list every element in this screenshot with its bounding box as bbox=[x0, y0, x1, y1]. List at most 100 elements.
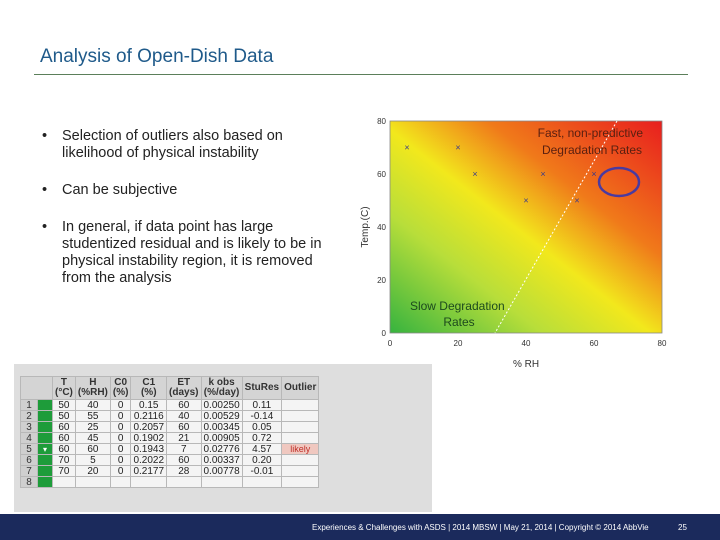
column-header[interactable]: Outlier bbox=[281, 376, 320, 400]
table-cell[interactable]: 40 bbox=[166, 410, 202, 422]
table-cell[interactable]: 7 bbox=[166, 443, 202, 455]
table-cell[interactable]: -0.01 bbox=[241, 465, 283, 477]
degradation-scatter-chart: 0 20 40 60 80 0 20 40 60 80 × × × × × × × Fast, non-pr… bbox=[360, 117, 667, 370]
table-cell[interactable]: 45 bbox=[74, 432, 111, 444]
table-cell[interactable]: 60 bbox=[52, 432, 76, 444]
table-cell[interactable]: 60 bbox=[52, 443, 76, 455]
row-number[interactable]: 2 bbox=[20, 410, 38, 422]
row-number[interactable]: 8 bbox=[20, 476, 38, 488]
table-cell[interactable] bbox=[281, 399, 320, 411]
column-header[interactable]: C0 (%) bbox=[109, 376, 132, 400]
table-cell[interactable] bbox=[281, 410, 320, 422]
table-cell[interactable] bbox=[281, 465, 320, 477]
table-cell[interactable]: 40 bbox=[74, 399, 111, 411]
column-header[interactable]: ET (days) bbox=[166, 376, 202, 400]
table-cell[interactable] bbox=[281, 476, 320, 488]
table-row[interactable]: 4 60 45 0 0.1902 21 0.00905 0.72 bbox=[20, 432, 320, 444]
table-cell[interactable]: 0.00250 bbox=[200, 399, 243, 411]
table-cell[interactable]: 5 bbox=[74, 454, 111, 466]
table-cell[interactable]: 0 bbox=[109, 399, 132, 411]
table-cell[interactable] bbox=[130, 476, 168, 488]
table-cell[interactable]: 0.00529 bbox=[200, 410, 243, 422]
table-cell[interactable] bbox=[281, 421, 320, 433]
table-row[interactable]: 7 70 20 0 0.2177 28 0.00778 -0.01 bbox=[20, 465, 320, 477]
table-cell[interactable]: 0 bbox=[109, 432, 132, 444]
table-row[interactable]: 8 bbox=[20, 476, 320, 488]
table-cell[interactable] bbox=[241, 476, 283, 488]
row-selection-marker[interactable] bbox=[37, 454, 53, 466]
table-cell[interactable]: 0.2177 bbox=[130, 465, 168, 477]
table-cell[interactable]: 0.72 bbox=[241, 432, 283, 444]
table-cell[interactable]: 25 bbox=[74, 421, 111, 433]
table-row[interactable]: 5 ▾ 60 60 0 0.1943 7 0.02776 4.57 likely bbox=[20, 443, 320, 455]
table-cell[interactable]: 0.1943 bbox=[130, 443, 168, 455]
table-cell[interactable]: 0 bbox=[109, 443, 132, 455]
table-cell[interactable]: 0.2057 bbox=[130, 421, 168, 433]
row-number[interactable]: 7 bbox=[20, 465, 38, 477]
table-cell[interactable]: 4.57 bbox=[241, 443, 283, 455]
row-dropdown-icon[interactable]: ▾ bbox=[37, 443, 53, 455]
table-cell[interactable]: likely bbox=[281, 443, 320, 455]
row-number[interactable]: 1 bbox=[20, 399, 38, 411]
table-cell[interactable]: 0.15 bbox=[130, 399, 168, 411]
column-header[interactable]: H (%RH) bbox=[74, 376, 111, 400]
column-header[interactable]: T (°C) bbox=[52, 376, 76, 400]
table-row[interactable]: 1 50 40 0 0.15 60 0.00250 0.11 bbox=[20, 399, 320, 411]
bullet-item: • Can be subjective bbox=[40, 182, 340, 199]
table-cell[interactable] bbox=[109, 476, 132, 488]
table-row[interactable]: 3 60 25 0 0.2057 60 0.00345 0.05 bbox=[20, 421, 320, 433]
table-cell[interactable]: 60 bbox=[166, 454, 202, 466]
table-cell[interactable]: 50 bbox=[52, 399, 76, 411]
row-selection-marker[interactable] bbox=[37, 421, 53, 433]
table-cell[interactable]: 0.05 bbox=[241, 421, 283, 433]
table-cell[interactable]: 60 bbox=[74, 443, 111, 455]
row-number[interactable]: 5 bbox=[20, 443, 38, 455]
row-selection-marker[interactable] bbox=[37, 465, 53, 477]
table-cell[interactable]: 0.00778 bbox=[200, 465, 243, 477]
table-cell[interactable] bbox=[281, 454, 320, 466]
table-cell[interactable]: -0.14 bbox=[241, 410, 283, 422]
table-cell[interactable]: 0.11 bbox=[241, 399, 283, 411]
table-cell[interactable]: 55 bbox=[74, 410, 111, 422]
table-cell[interactable]: 0.00905 bbox=[200, 432, 243, 444]
slide-title: Analysis of Open-Dish Data bbox=[40, 46, 274, 67]
table-cell[interactable] bbox=[52, 476, 76, 488]
column-header[interactable]: StuRes bbox=[241, 376, 283, 400]
table-cell[interactable]: 60 bbox=[166, 421, 202, 433]
table-cell[interactable]: 0 bbox=[109, 454, 132, 466]
table-cell[interactable]: 0.20 bbox=[241, 454, 283, 466]
row-selection-marker[interactable] bbox=[37, 476, 53, 488]
data-point: × bbox=[540, 169, 545, 179]
table-cell[interactable]: 70 bbox=[52, 465, 76, 477]
table-cell[interactable]: 0 bbox=[109, 410, 132, 422]
table-cell[interactable]: 0 bbox=[109, 465, 132, 477]
table-cell[interactable] bbox=[74, 476, 111, 488]
table-cell[interactable] bbox=[281, 432, 320, 444]
row-number[interactable]: 4 bbox=[20, 432, 38, 444]
column-header[interactable]: k obs (%/day) bbox=[200, 376, 243, 400]
row-number[interactable]: 3 bbox=[20, 421, 38, 433]
table-cell[interactable]: 0.02776 bbox=[200, 443, 243, 455]
table-cell[interactable]: 0.2022 bbox=[130, 454, 168, 466]
column-header[interactable]: C1 (%) bbox=[130, 376, 168, 400]
table-cell[interactable] bbox=[166, 476, 202, 488]
row-selection-marker[interactable] bbox=[37, 432, 53, 444]
table-cell[interactable]: 60 bbox=[52, 421, 76, 433]
table-cell[interactable]: 70 bbox=[52, 454, 76, 466]
table-cell[interactable]: 0.00337 bbox=[200, 454, 243, 466]
table-cell[interactable]: 20 bbox=[74, 465, 111, 477]
table-cell[interactable]: 28 bbox=[166, 465, 202, 477]
table-cell[interactable]: 0.2116 bbox=[130, 410, 168, 422]
table-cell[interactable]: 21 bbox=[166, 432, 202, 444]
table-row[interactable]: 6 70 5 0 0.2022 60 0.00337 0.20 bbox=[20, 454, 320, 466]
table-cell[interactable]: 60 bbox=[166, 399, 202, 411]
table-cell[interactable]: 0 bbox=[109, 421, 132, 433]
table-cell[interactable]: 0.00345 bbox=[200, 421, 243, 433]
row-selection-marker[interactable] bbox=[37, 410, 53, 422]
row-selection-marker[interactable] bbox=[37, 399, 53, 411]
table-cell[interactable]: 50 bbox=[52, 410, 76, 422]
table-cell[interactable] bbox=[200, 476, 243, 488]
table-cell[interactable]: 0.1902 bbox=[130, 432, 168, 444]
row-number[interactable]: 6 bbox=[20, 454, 38, 466]
table-row[interactable]: 2 50 55 0 0.2116 40 0.00529 -0.14 bbox=[20, 410, 320, 422]
